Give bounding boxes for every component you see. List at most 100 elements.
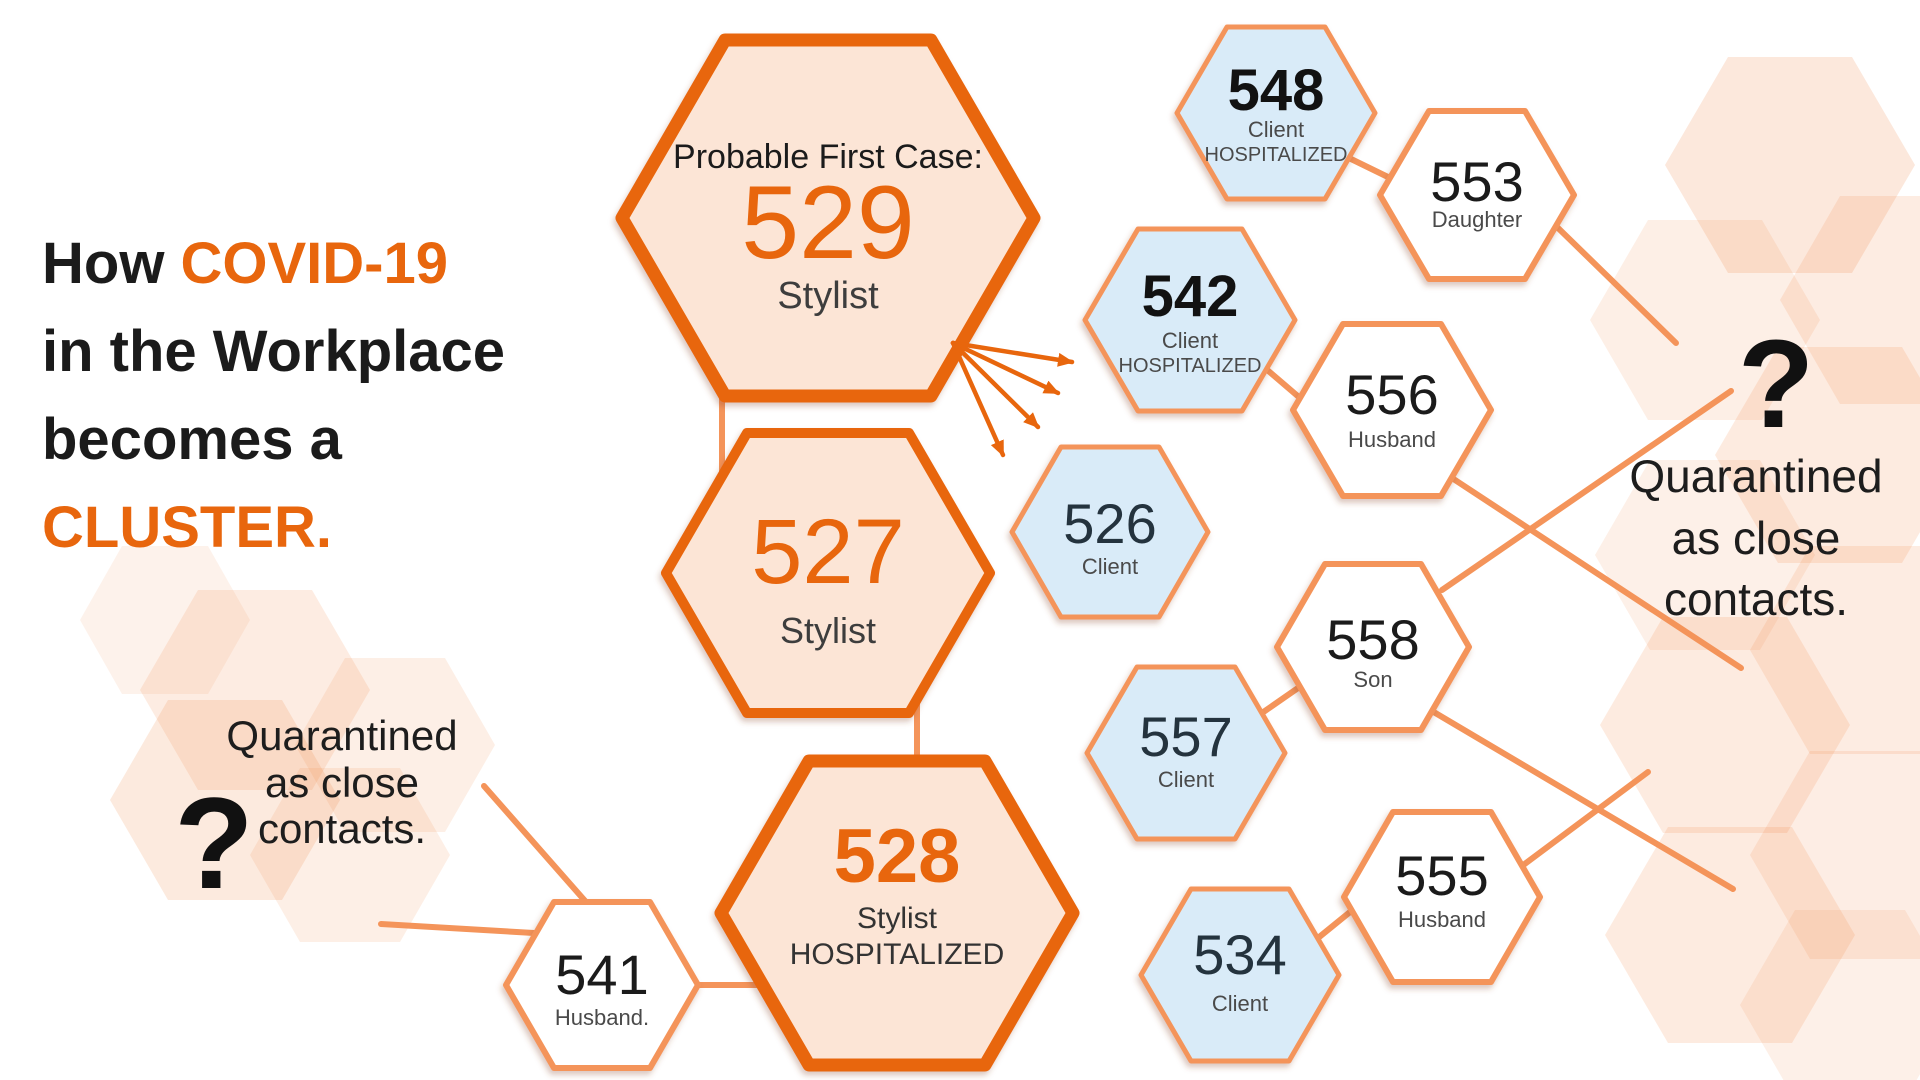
faded-hexagon	[110, 700, 340, 900]
faded-hexagon	[1595, 460, 1815, 650]
case-node-527: 527 Stylist	[661, 428, 995, 718]
hexagon-557	[1084, 664, 1288, 842]
title-line-3: becomes a	[42, 407, 343, 472]
node-557-number: 557	[1139, 705, 1232, 768]
page-title: How COVID-19 in the Workplace becomes a C…	[42, 231, 505, 560]
node-542-label2: HOSPITALIZED	[1119, 355, 1262, 377]
case-node-534: 534 Client	[1138, 886, 1342, 1064]
hexagon-541	[503, 899, 701, 1071]
node-548-label1: Client	[1248, 117, 1304, 142]
node-534-label: Client	[1212, 991, 1268, 1016]
spread-arrow	[950, 340, 1041, 430]
faded-hexagon	[1715, 347, 1920, 563]
node-555-number: 555	[1395, 844, 1488, 907]
quarantine-note-line3: contacts.	[258, 805, 426, 852]
hexagon-556	[1290, 321, 1494, 499]
question-mark-icon: ?	[1738, 315, 1814, 454]
link-553-cluster	[1553, 223, 1679, 346]
node-528-label1: Stylist	[857, 902, 938, 935]
node-553-number: 553	[1430, 150, 1523, 213]
link-558-cluster-a	[1439, 388, 1734, 593]
hexagon-526	[1009, 444, 1211, 620]
node-557-label: Client	[1158, 767, 1214, 792]
faded-hexagon	[1600, 617, 1850, 833]
node-527-label: Stylist	[780, 610, 876, 651]
node-548-number: 548	[1228, 58, 1325, 123]
link-534-555	[1315, 909, 1353, 941]
quarantine-cluster-right	[1590, 57, 1920, 1080]
node-541-number: 541	[555, 943, 648, 1006]
link-cluster-541-b	[378, 921, 537, 936]
node-558-label: Son	[1353, 667, 1392, 692]
link-558-cluster-b	[1429, 708, 1736, 892]
quarantine-note-right: ? Quarantined as close contacts.	[1629, 315, 1882, 625]
quarantine-note-line2: as close	[1672, 512, 1841, 564]
case-node-553: 553 Daughter	[1377, 108, 1577, 282]
question-mark-icon: ?	[174, 770, 253, 916]
hexagon-527	[661, 428, 995, 718]
faded-hexagon	[80, 546, 250, 694]
hexagon-553	[1377, 108, 1577, 282]
node-527-number: 527	[751, 501, 905, 603]
link-556-cluster	[1449, 475, 1744, 671]
case-node-529: Probable First Case: 529 Stylist	[615, 33, 1041, 403]
node-529-number: 529	[741, 165, 915, 281]
quarantine-note-line3: contacts.	[1664, 573, 1848, 625]
quarantine-note-left: ? Quarantined as close contacts.	[174, 712, 457, 916]
spread-arrow	[950, 340, 1075, 367]
faded-hexagon	[1740, 910, 1920, 1080]
spread-arrow	[950, 340, 1006, 458]
quarantine-note-line2: as close	[265, 759, 419, 806]
title-line-4-highlight: CLUSTER.	[42, 495, 332, 560]
node-556-number: 556	[1345, 363, 1438, 426]
node-553-label: Daughter	[1432, 207, 1523, 232]
case-node-555: 555 Husband	[1341, 809, 1543, 985]
faded-hexagon	[1590, 220, 1820, 420]
case-node-542: 542 Client HOSPITALIZED	[1082, 226, 1298, 414]
hexagon-529	[615, 33, 1041, 403]
node-542-number: 542	[1142, 264, 1239, 329]
case-node-556: 556 Husband	[1290, 321, 1494, 499]
node-534-number: 534	[1193, 923, 1286, 986]
node-558-number: 558	[1326, 608, 1419, 671]
case-node-548: 548 Client HOSPITALIZED	[1174, 24, 1378, 202]
hexagon-528	[714, 754, 1080, 1072]
hexagon-558	[1274, 561, 1472, 733]
node-548-label2: HOSPITALIZED	[1205, 144, 1348, 166]
faded-hexagon	[250, 768, 450, 942]
hexagon-534	[1138, 886, 1342, 1064]
title-line-2: in the Workplace	[42, 319, 505, 384]
faded-hexagon	[140, 590, 370, 790]
case-node-557: 557 Client	[1084, 664, 1288, 842]
node-528-label2: HOSPITALIZED	[790, 938, 1004, 971]
title-line1-dark: How	[42, 231, 165, 296]
quarantine-cluster-left	[80, 546, 495, 942]
case-node-528: 528 Stylist HOSPITALIZED	[714, 754, 1080, 1072]
case-node-558: 558 Son	[1274, 561, 1472, 733]
node-556-label: Husband	[1348, 427, 1436, 452]
hexagon-555	[1341, 809, 1543, 985]
faded-hexagon	[1665, 57, 1915, 273]
link-542-556	[1262, 365, 1303, 401]
spread-arrow	[950, 340, 1061, 396]
link-555-cluster	[1519, 769, 1651, 869]
link-557-558	[1259, 685, 1301, 716]
title-line-1: How COVID-19	[42, 231, 448, 296]
case-node-526: 526 Client	[1009, 444, 1211, 620]
faded-hexagon	[295, 658, 495, 832]
title-line1-highlight: COVID-19	[180, 231, 448, 296]
quarantine-note-line1: Quarantined	[1629, 450, 1882, 502]
contact-links	[378, 155, 1744, 988]
case-node-541: 541 Husband.	[503, 899, 701, 1071]
spread-arrows-529	[950, 340, 1075, 458]
node-528-number: 528	[834, 814, 961, 899]
node-529-header: Probable First Case:	[673, 138, 983, 176]
faded-hexagon	[1605, 827, 1855, 1043]
quarantine-note-line1: Quarantined	[226, 712, 457, 759]
node-541-label: Husband.	[555, 1005, 649, 1030]
faded-hexagon	[1750, 751, 1920, 959]
faded-hexagon	[1780, 196, 1920, 404]
link-cluster-541-a	[481, 783, 589, 905]
